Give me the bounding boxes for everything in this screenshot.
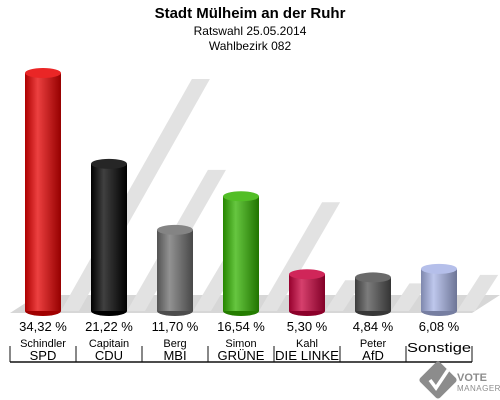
party-label: AfD [362, 348, 384, 363]
bars-group [25, 68, 457, 316]
candidate-label: Kahl [296, 338, 318, 350]
party-label: DIE LINKE [275, 348, 339, 363]
chart-title: Stadt Mülheim an der Ruhr [155, 5, 346, 22]
candidate-labels: Schindler Capitain Berg Simon Kahl Peter [20, 338, 386, 350]
bar-shadow-5 [391, 283, 428, 311]
value-labels: 34,32 % 21,22 % 11,70 % 16,54 % 5,30 % 4,84 %… [19, 319, 460, 334]
bar-spd [25, 68, 61, 316]
value-label: 11,70 % [152, 319, 199, 334]
candidate-label: Berg [163, 338, 186, 350]
chart-district: Wahlbezirk 082 [209, 39, 292, 53]
party-labels: SPD CDU MBI GRÜNE DIE LINKE AfD Sonstige [30, 340, 471, 363]
value-label: 5,30 % [287, 319, 328, 334]
bar-shadow-6 [457, 274, 499, 311]
candidate-label: Capitain [89, 338, 129, 350]
candidate-label: Schindler [20, 338, 66, 350]
bar-afd [355, 272, 391, 316]
bar-shadow-3 [259, 202, 341, 311]
value-label: 34,32 % [19, 319, 67, 334]
value-label: 16,54 % [217, 319, 265, 334]
party-label: MBI [163, 348, 186, 363]
candidate-label: Peter [360, 338, 387, 350]
party-label: CDU [95, 348, 123, 363]
bar-die-linke [289, 269, 325, 316]
bar-sonstige [421, 263, 457, 316]
candidate-label: Simon [225, 338, 256, 350]
bar-mbi [157, 224, 193, 316]
category-axis [9, 346, 473, 363]
logo-line1: VOTE [457, 372, 487, 384]
party-label: Sonstige [407, 340, 471, 355]
party-label: SPD [30, 348, 57, 363]
bar-gr-ne [223, 191, 259, 316]
checkmark-icon [419, 361, 457, 399]
chart-subtitle: Ratswahl 25.05.2014 [194, 24, 307, 38]
bar-cdu [91, 158, 127, 316]
value-label: 6,08 % [419, 319, 460, 334]
party-label: GRÜNE [218, 348, 265, 363]
value-label: 4,84 % [353, 319, 394, 334]
logo-line2: MANAGER [457, 384, 500, 393]
vote-manager-logo: VOTE MANAGER [419, 361, 500, 399]
value-label: 21,22 % [85, 319, 133, 334]
bar-shadow-4 [325, 280, 364, 311]
